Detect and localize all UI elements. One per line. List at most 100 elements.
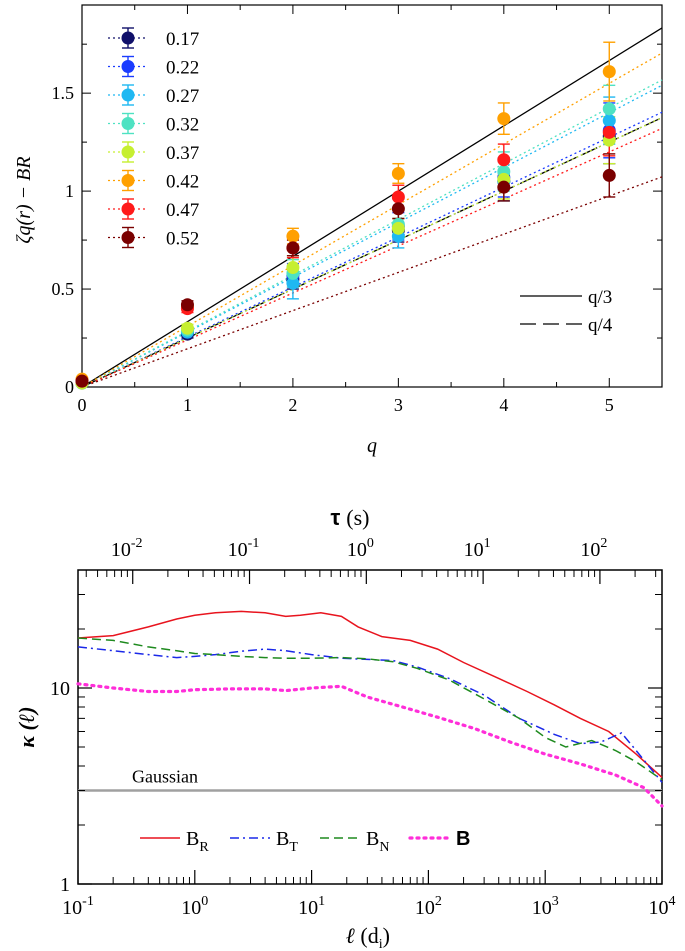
y-tick-label: 0 (65, 377, 74, 397)
tau-unit: (s) (346, 505, 369, 530)
top-axis-title: τ (s) (330, 505, 369, 530)
series-line-T (77, 646, 663, 783)
top-x-tick-base: 10 (111, 539, 131, 561)
x-tick-base: 10 (62, 897, 82, 919)
legend-label: 0.37 (166, 143, 199, 164)
top-x-tick-base: 10 (464, 539, 484, 561)
legend-label: 0.22 (166, 58, 199, 79)
x-tick-base: 10 (181, 897, 201, 919)
legend-marker (121, 174, 135, 187)
data-point-0.32 (602, 102, 616, 116)
legend-subscript: R (199, 840, 209, 855)
data-point-0.47 (391, 190, 405, 204)
x-tick-label: 0 (78, 395, 87, 415)
legend-label: BT (276, 828, 298, 855)
data-point-0.42 (286, 229, 300, 243)
x-tick-exp: 3 (552, 894, 559, 909)
x-tick-base: 10 (532, 897, 552, 919)
y-tick-label: 0.5 (52, 279, 75, 299)
data-point-0.27 (602, 114, 616, 128)
y-tick-label: 1 (65, 181, 74, 201)
data-point-0.42 (602, 65, 616, 79)
x-tick-exp: -1 (82, 894, 94, 909)
y-tick-label: 1.5 (52, 83, 75, 103)
reference-legend: q/3q/4 (520, 287, 613, 336)
data-point-0.52 (602, 168, 616, 182)
x-tick-exp: 0 (201, 894, 208, 909)
legend-label: BR (186, 828, 209, 855)
legend-symbol: B (456, 828, 470, 850)
x-tick-exp: 1 (318, 894, 325, 909)
x-tick-label: 3 (394, 395, 403, 415)
data-point-0.27 (286, 276, 300, 290)
data-point-0.47 (497, 153, 511, 167)
series-line-N (77, 637, 663, 781)
ell-symbol: ℓ (346, 923, 355, 948)
fit-line-0.27 (81, 84, 663, 388)
tau-symbol: τ (330, 505, 340, 530)
legend-label: 0.47 (166, 200, 199, 221)
top-x-axis-label: q (367, 435, 377, 457)
top-x-tick-exp: 1 (484, 536, 491, 551)
data-point-0.52 (180, 298, 194, 312)
bottom-plot-frame (77, 569, 663, 885)
y-tick-label: 10 (50, 678, 70, 700)
x-tick-label: 103 (532, 894, 559, 919)
x-tick-label: 104 (649, 894, 676, 919)
bottom-x-axis-label: ℓ (di) (346, 923, 390, 951)
data-point-0.52 (286, 241, 300, 255)
gaussian-label: Gaussian (132, 766, 198, 786)
data-point-0.42 (391, 166, 405, 180)
legend-subscript: N (379, 840, 389, 855)
top-x-tick-base: 10 (228, 539, 248, 561)
reference-legend-label: q/3 (588, 287, 612, 308)
data-point-0.47 (602, 125, 616, 139)
legend-subscript: T (289, 840, 298, 855)
x-tick-base: 10 (415, 897, 435, 919)
legend-label: 0.32 (166, 115, 199, 136)
data-point-0.52 (75, 374, 89, 388)
top-x-tick-base: 10 (347, 539, 367, 561)
legend-marker (121, 231, 135, 244)
legend-label: 0.52 (166, 229, 199, 250)
x-tick-label: 5 (605, 395, 614, 415)
x-tick-label: 10-1 (62, 894, 94, 919)
series-line-B-total (76, 682, 664, 808)
legend-symbol: B (366, 828, 379, 850)
top-legend: 0.17 0.22 0.27 0.32 0.37 0.42 0.47 0.52 (108, 27, 199, 250)
fit-line-0.22 (81, 111, 663, 388)
legend-marker (121, 145, 135, 159)
series-line-R (77, 610, 663, 778)
x-tick-base: 10 (298, 897, 318, 919)
data-point-0.37 (286, 261, 300, 275)
top-y-axis-label: ζq(r) − BR (13, 156, 35, 243)
top-x-tick-exp: 0 (367, 536, 374, 551)
legend-marker (121, 88, 135, 102)
x-tick-base: 10 (649, 897, 669, 919)
legend-label: 0.17 (166, 29, 199, 50)
fit-line-0.47 (81, 127, 663, 388)
fit-line-0.32 (81, 79, 663, 388)
top-x-tick-label: 101 (464, 536, 491, 561)
top-x-tick-label: 100 (347, 536, 374, 561)
ell-unit: (d (360, 923, 378, 948)
legend-label: B (456, 828, 470, 850)
top-plot-frame (81, 4, 663, 388)
legend-label: 0.27 (166, 86, 199, 107)
x-tick-label: 4 (499, 395, 508, 415)
x-tick-label: 101 (298, 894, 325, 919)
top-x-tick-label: 10-2 (111, 536, 143, 561)
fit-line-0.37 (81, 117, 663, 388)
x-tick-label: 102 (415, 894, 442, 919)
x-tick-exp: 2 (435, 894, 442, 909)
data-point-0.52 (391, 202, 405, 216)
top-x-tick-exp: -2 (131, 536, 143, 551)
data-point-0.42 (497, 112, 511, 126)
bottom-y-axis-label: κ (ℓ) (14, 706, 39, 747)
x-tick-exp: 4 (669, 894, 676, 909)
top-x-tick-label: 10-1 (228, 536, 260, 561)
legend-marker (121, 60, 135, 73)
legend-label: 0.42 (166, 172, 199, 193)
top-chart: 0 1 2 3 4 500.511.5 0.170.220.270.320.370.420… (13, 4, 663, 457)
